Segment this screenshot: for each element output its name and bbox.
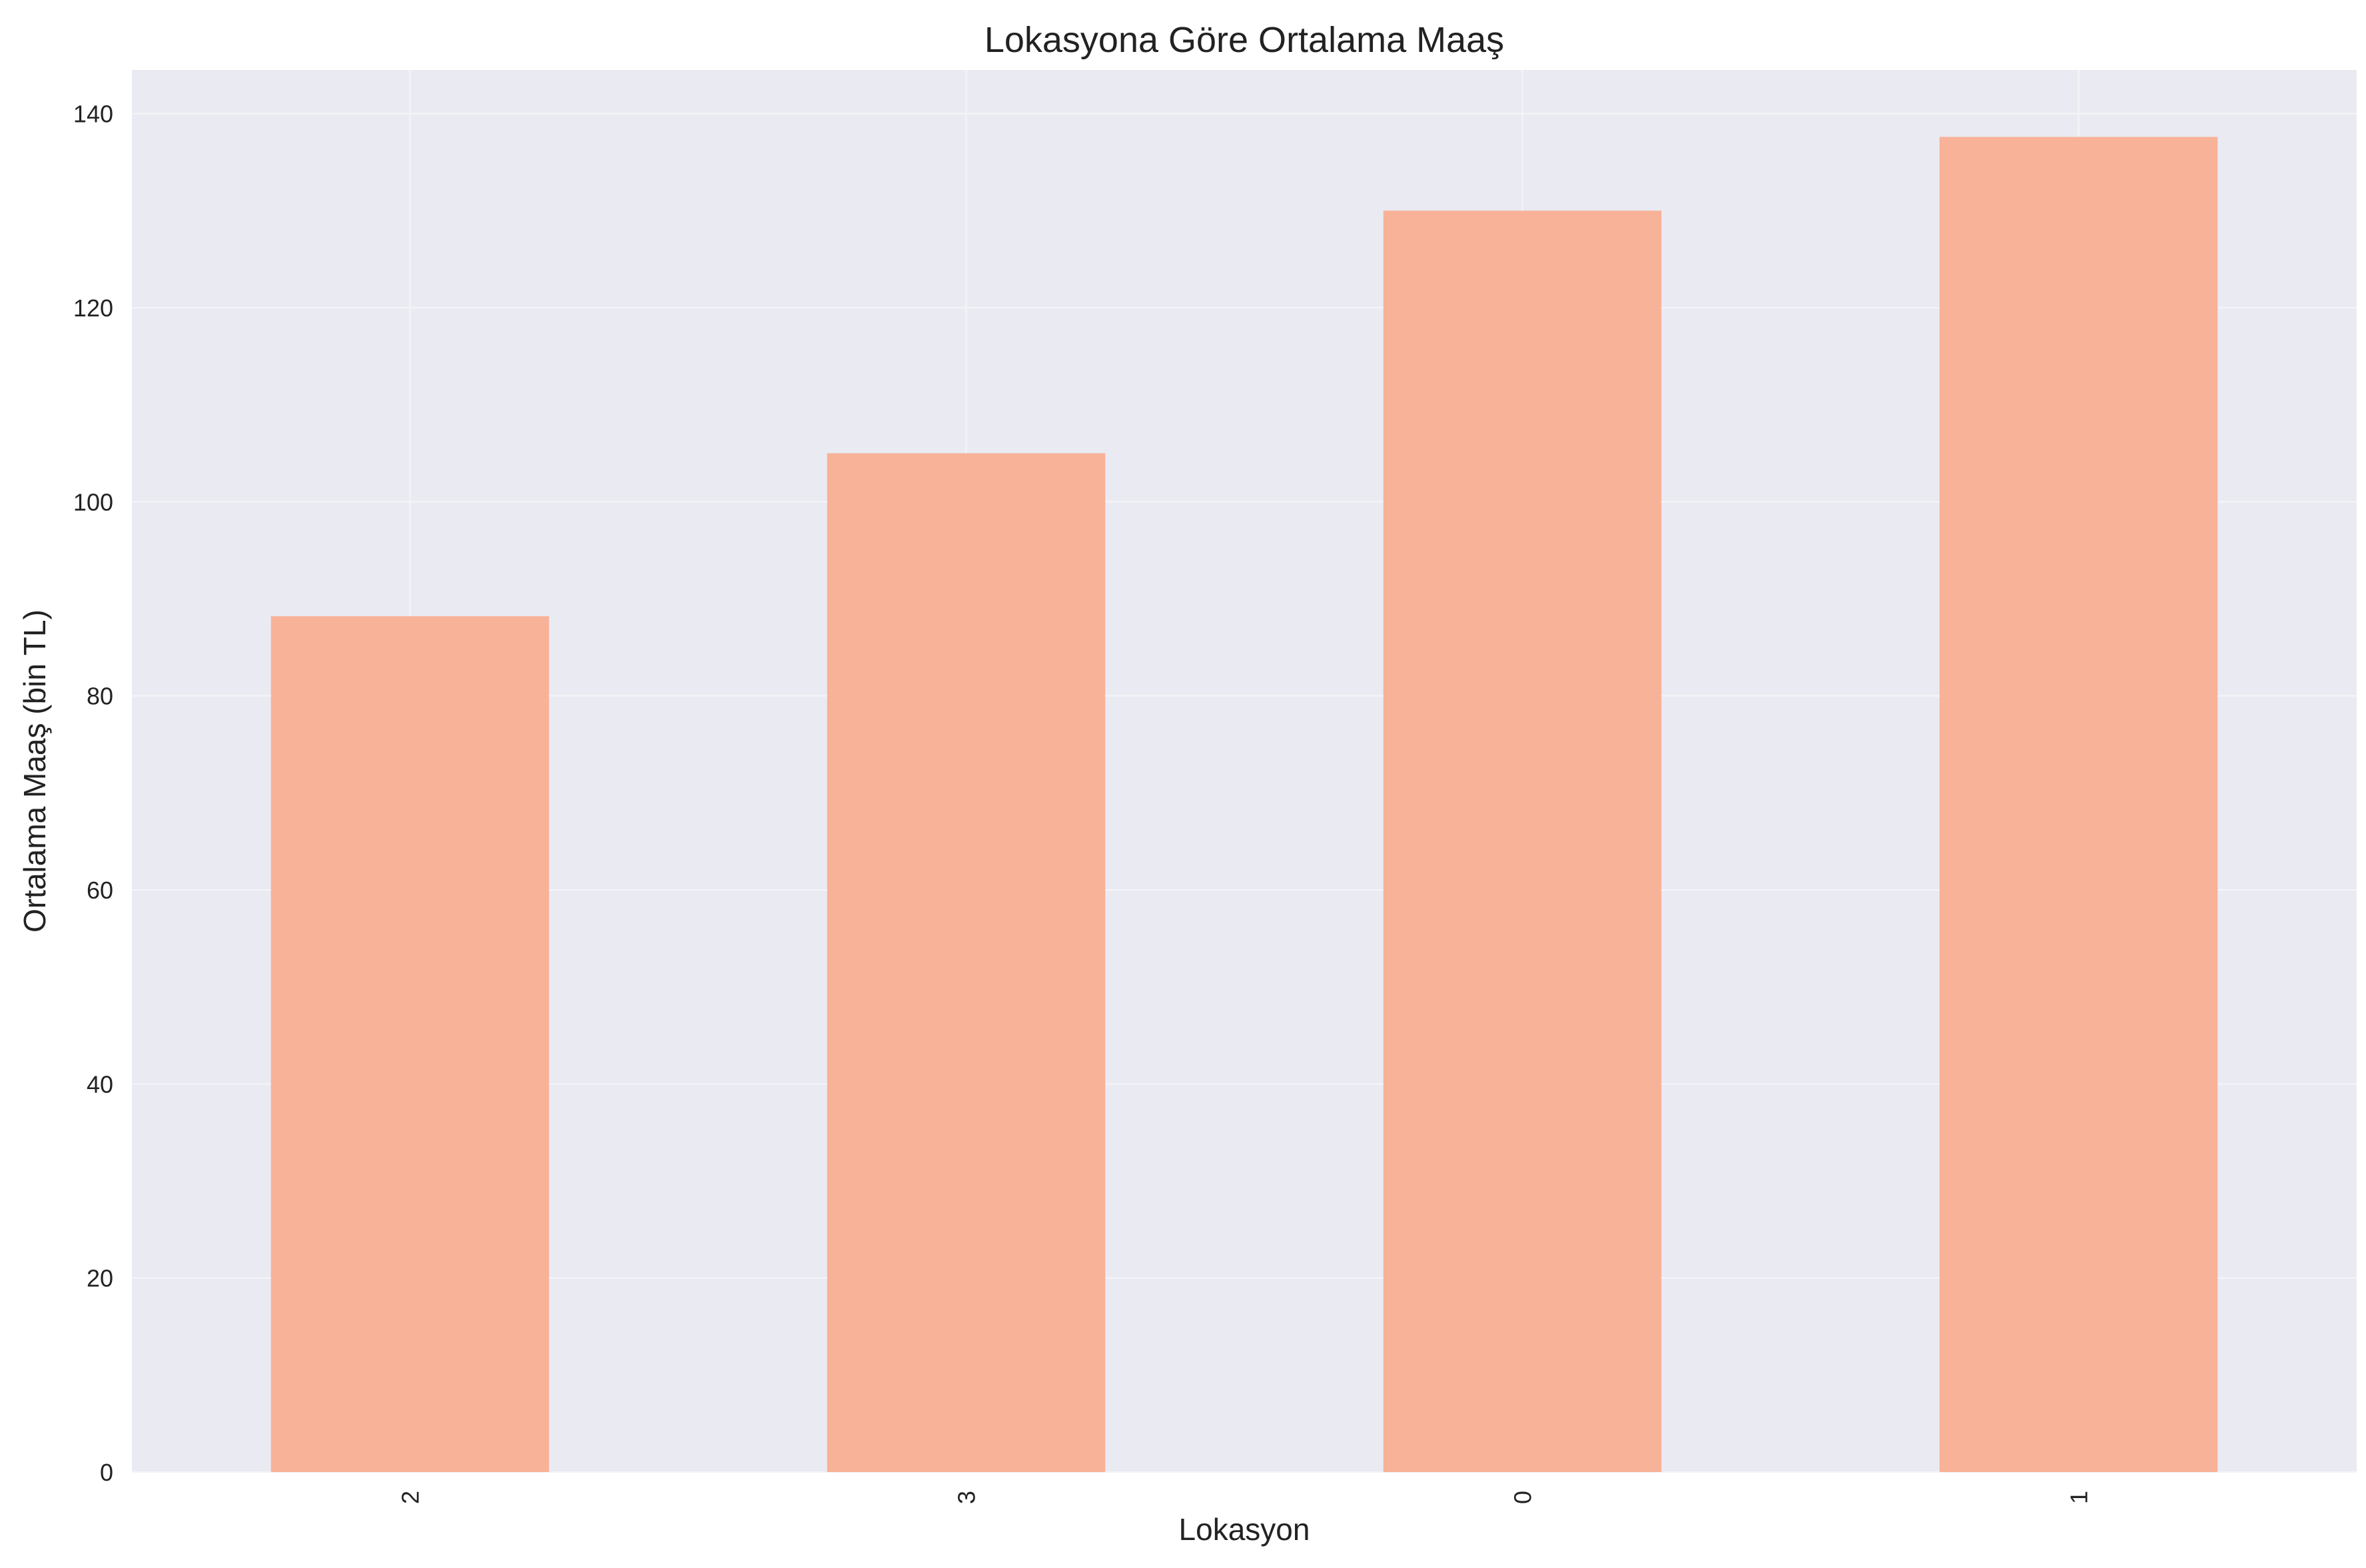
y-tick-labels: 0 20 40 60 80 100 120 140 (73, 101, 113, 1486)
x-tick-label: 2 (397, 1491, 424, 1504)
y-tick-label: 40 (87, 1070, 113, 1098)
y-tick-label: 60 (87, 877, 113, 904)
y-axis-label: Ortalama Maaş (bin TL) (17, 609, 52, 933)
y-tick-label: 120 (73, 294, 113, 322)
y-tick-label: 0 (100, 1459, 113, 1486)
x-axis-label: Lokasyon (1179, 1512, 1310, 1547)
y-tick-label: 20 (87, 1265, 113, 1292)
x-tick-labels: 2 3 0 1 (397, 1491, 2093, 1504)
chart-title: Lokasyona Göre Ortalama Maaş (985, 20, 1504, 60)
bar-3 (827, 453, 1106, 1472)
bar-2 (270, 616, 550, 1472)
bars (270, 137, 2218, 1472)
x-tick-label: 3 (953, 1491, 981, 1504)
bar-0 (1383, 210, 1662, 1472)
y-tick-label: 100 (73, 488, 113, 516)
x-tick-label: 0 (1509, 1491, 1537, 1504)
x-tick-label: 1 (2066, 1491, 2093, 1504)
y-tick-label: 80 (87, 683, 113, 710)
bar-1 (1939, 137, 2218, 1472)
y-tick-label: 140 (73, 101, 113, 128)
